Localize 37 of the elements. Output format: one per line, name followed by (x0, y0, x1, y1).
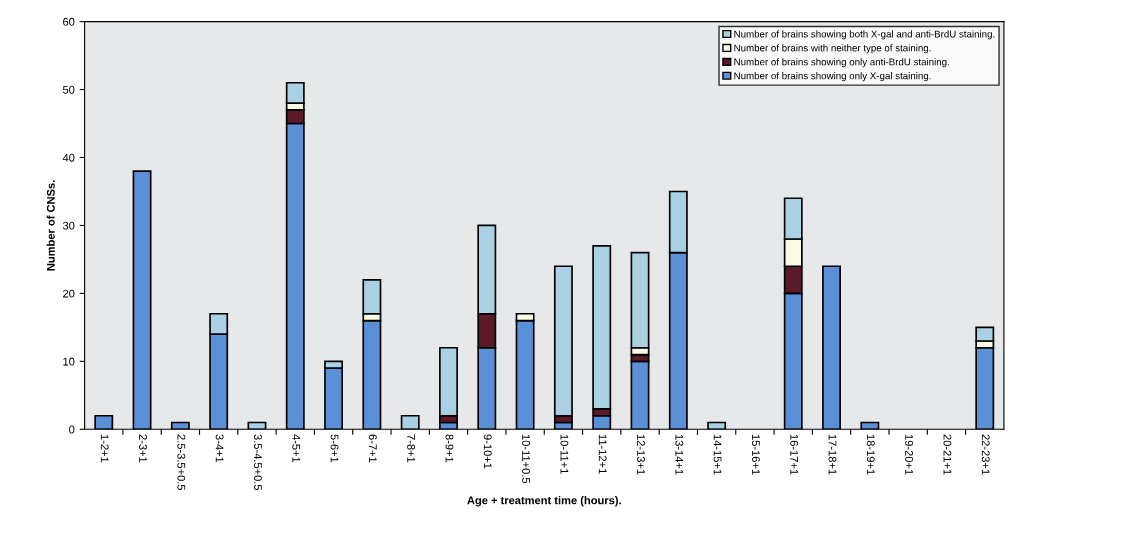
y-tick-label: 60 (63, 17, 75, 26)
legend-label: Number of brains showing only anti-BrdU staining. (734, 58, 949, 68)
x-tick-label: 19-20+1 (905, 434, 914, 475)
x-tick-label: 17-18+1 (828, 434, 837, 475)
x-tick-label: 3.5-4.5+0.5 (253, 434, 262, 491)
y-tick-label: 0 (69, 425, 75, 434)
y-tick-label: 40 (62, 153, 75, 162)
y-axis-title: Number of CNSs. (46, 180, 55, 271)
y-tick-label: 20 (63, 289, 75, 298)
x-axis-title: Age + treatment time (hours). (467, 496, 621, 507)
x-tick-label: 12-13+1 (637, 434, 645, 475)
x-tick-label: 10-11+0.5 (522, 434, 530, 484)
y-tick-label: 50 (62, 85, 75, 94)
x-tick-label: 1-2+1 (100, 434, 109, 463)
legend-label: Number of brains showing only X-gal staining. (734, 72, 931, 82)
x-tick-label: 2.5-3.5+0.5 (177, 434, 186, 491)
x-tick-label: 18-19+1 (866, 434, 875, 475)
legend-label: Number of brains showing both X-gal and anti-BrdU staining. (734, 30, 995, 40)
y-tick-label: 10 (63, 357, 75, 366)
x-tick-label: 11-12+1 (598, 434, 607, 474)
x-tick-label: 7-8+1 (407, 434, 416, 463)
x-tick-label: 6-7+1 (368, 434, 377, 463)
x-tick-label: 4-5+1 (292, 434, 301, 463)
x-tick-label: 10-11+1 (560, 434, 569, 474)
x-tick-label: 13-14+1 (675, 434, 684, 475)
legend-label: Number of brains with neither type of staining. (734, 44, 931, 54)
y-tick-label: 30 (62, 221, 75, 230)
x-tick-label: 9-10+1 (483, 434, 492, 469)
x-tick-label: 22-23+1 (981, 434, 990, 475)
x-tick-label: 15-16+1 (751, 434, 760, 475)
x-tick-label: 3-4+1 (215, 434, 224, 463)
x-tick-label: 2-3+1 (139, 434, 147, 463)
x-tick-label: 14-15+1 (713, 434, 722, 475)
x-tick-label: 20-21+1 (943, 434, 952, 475)
x-tick-label: 8-9+1 (445, 434, 454, 463)
x-tick-label: 5-6+1 (330, 434, 339, 463)
x-tick-label: 16-17+1 (790, 434, 799, 475)
